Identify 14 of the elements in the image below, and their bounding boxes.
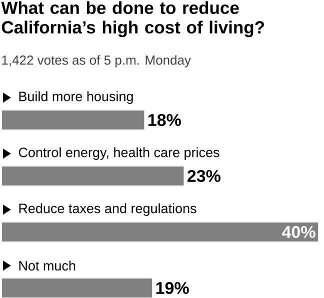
data-label: 40% <box>282 226 316 238</box>
chart-subtitle: 1,422 votes as of 5 p.m. Monday <box>2 55 191 68</box>
bar <box>2 278 152 298</box>
y-tick-label: Reduce taxes and regulations <box>19 203 196 216</box>
bar <box>2 110 144 130</box>
y-tick-label: Not much <box>19 260 76 271</box>
data-label: 23% <box>187 170 220 182</box>
bar <box>2 222 318 242</box>
y-tick-label: Control energy, health care prices <box>18 147 220 160</box>
data-label: 19% <box>156 282 189 294</box>
chart-title: What can be done to reduce California’s high cost of living? <box>1 1 264 38</box>
data-label: 18% <box>148 114 181 126</box>
y-tick-label: Build more housing <box>19 91 133 104</box>
bar <box>2 166 184 186</box>
